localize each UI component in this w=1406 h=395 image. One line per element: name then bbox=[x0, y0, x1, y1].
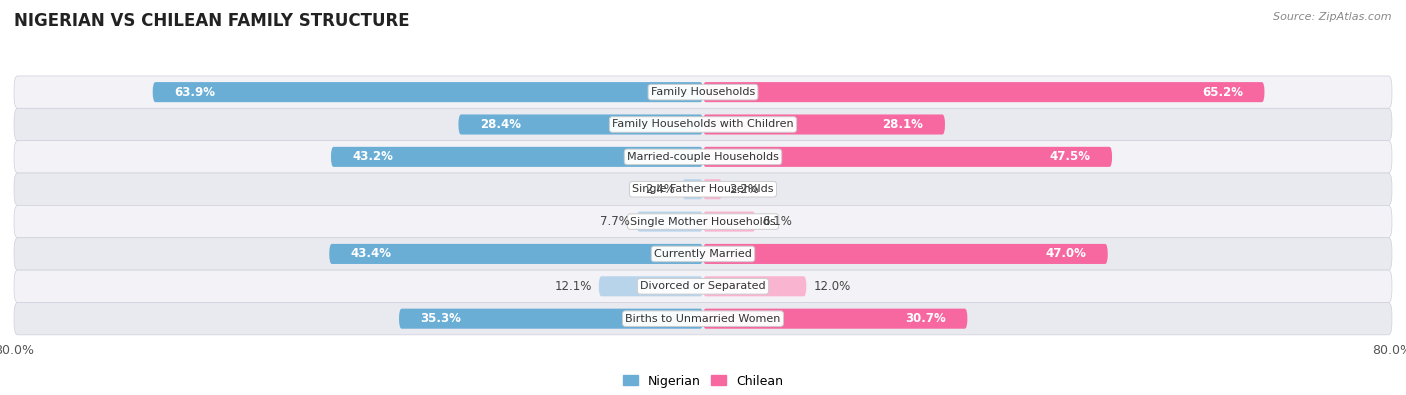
Text: 28.4%: 28.4% bbox=[479, 118, 522, 131]
Text: Family Households with Children: Family Households with Children bbox=[612, 120, 794, 130]
FancyBboxPatch shape bbox=[703, 276, 807, 296]
FancyBboxPatch shape bbox=[703, 212, 755, 231]
Text: 43.2%: 43.2% bbox=[353, 150, 394, 164]
Text: 12.0%: 12.0% bbox=[813, 280, 851, 293]
FancyBboxPatch shape bbox=[703, 115, 945, 135]
FancyBboxPatch shape bbox=[14, 108, 1392, 141]
Text: NIGERIAN VS CHILEAN FAMILY STRUCTURE: NIGERIAN VS CHILEAN FAMILY STRUCTURE bbox=[14, 12, 409, 30]
FancyBboxPatch shape bbox=[637, 212, 703, 231]
FancyBboxPatch shape bbox=[14, 76, 1392, 108]
FancyBboxPatch shape bbox=[14, 238, 1392, 270]
FancyBboxPatch shape bbox=[682, 179, 703, 199]
FancyBboxPatch shape bbox=[153, 82, 703, 102]
Text: Single Father Households: Single Father Households bbox=[633, 184, 773, 194]
FancyBboxPatch shape bbox=[14, 270, 1392, 303]
Text: 35.3%: 35.3% bbox=[420, 312, 461, 325]
Text: Family Households: Family Households bbox=[651, 87, 755, 97]
Text: 2.4%: 2.4% bbox=[645, 183, 675, 196]
FancyBboxPatch shape bbox=[703, 244, 1108, 264]
FancyBboxPatch shape bbox=[703, 179, 721, 199]
Text: Married-couple Households: Married-couple Households bbox=[627, 152, 779, 162]
FancyBboxPatch shape bbox=[703, 82, 1264, 102]
FancyBboxPatch shape bbox=[14, 303, 1392, 335]
Text: 63.9%: 63.9% bbox=[174, 86, 215, 99]
Text: 30.7%: 30.7% bbox=[905, 312, 946, 325]
FancyBboxPatch shape bbox=[703, 308, 967, 329]
Text: Births to Unmarried Women: Births to Unmarried Women bbox=[626, 314, 780, 324]
FancyBboxPatch shape bbox=[14, 173, 1392, 205]
Text: 43.4%: 43.4% bbox=[350, 247, 392, 260]
FancyBboxPatch shape bbox=[703, 147, 1112, 167]
FancyBboxPatch shape bbox=[329, 244, 703, 264]
Text: 65.2%: 65.2% bbox=[1202, 86, 1243, 99]
Legend: Nigerian, Chilean: Nigerian, Chilean bbox=[619, 370, 787, 393]
Text: Source: ZipAtlas.com: Source: ZipAtlas.com bbox=[1274, 12, 1392, 22]
Text: 47.5%: 47.5% bbox=[1049, 150, 1091, 164]
FancyBboxPatch shape bbox=[14, 205, 1392, 238]
Text: Currently Married: Currently Married bbox=[654, 249, 752, 259]
FancyBboxPatch shape bbox=[458, 115, 703, 135]
Text: 7.7%: 7.7% bbox=[600, 215, 630, 228]
Text: Divorced or Separated: Divorced or Separated bbox=[640, 281, 766, 291]
FancyBboxPatch shape bbox=[330, 147, 703, 167]
Text: 12.1%: 12.1% bbox=[554, 280, 592, 293]
Text: 28.1%: 28.1% bbox=[883, 118, 924, 131]
Text: Single Mother Households: Single Mother Households bbox=[630, 216, 776, 227]
Text: 6.1%: 6.1% bbox=[762, 215, 793, 228]
FancyBboxPatch shape bbox=[599, 276, 703, 296]
FancyBboxPatch shape bbox=[399, 308, 703, 329]
Text: 2.2%: 2.2% bbox=[728, 183, 759, 196]
Text: 47.0%: 47.0% bbox=[1045, 247, 1087, 260]
FancyBboxPatch shape bbox=[14, 141, 1392, 173]
